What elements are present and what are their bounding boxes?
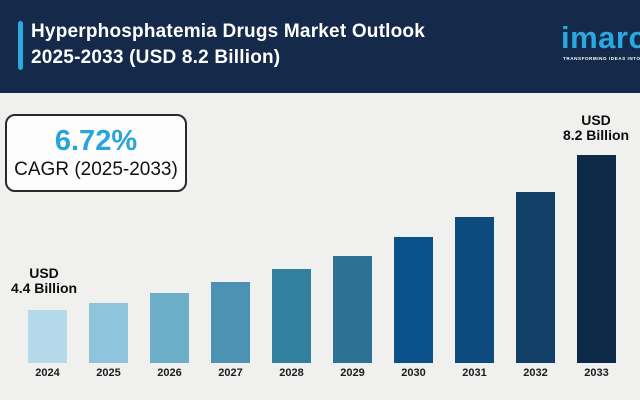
bar-chart: 2024 2025 2026 2027 2028 2029 2030 2031 2032 2033 [28, 155, 616, 379]
imarc-logo-text: imarc [561, 20, 640, 55]
imarc-logo: imarc TRANSFORMING IDEAS INTO IM [561, 22, 640, 61]
bar-column-2031: 2031 [455, 155, 494, 379]
year-label-2030: 2030 [401, 367, 426, 379]
year-label-2025: 2025 [96, 367, 121, 379]
cagr-label: CAGR (2025-2033) [14, 159, 178, 180]
year-label-2026: 2026 [157, 367, 182, 379]
page-title: Hyperphosphatemia Drugs Market Outlook 2… [31, 19, 425, 71]
year-label-2031: 2031 [462, 367, 487, 379]
bar-column-2025: 2025 [89, 155, 128, 379]
page-title-line1: Hyperphosphatemia Drugs Market Outlook [31, 21, 426, 42]
year-label-2029: 2029 [340, 367, 365, 379]
bar-2032 [516, 192, 555, 363]
year-label-2032: 2032 [523, 367, 548, 379]
year-label-2028: 2028 [279, 367, 304, 379]
bar-2024 [28, 310, 67, 363]
cagr-value: 6.72% [54, 125, 138, 157]
bar-column-2027: 2027 [211, 155, 250, 379]
bar-2025 [89, 303, 128, 363]
bar-column-2024: 2024 [28, 155, 67, 379]
bar-column-2029: 2029 [333, 155, 372, 379]
bar-column-2026: 2026 [150, 155, 189, 379]
end-value-label: USD 8.2 Billion [562, 112, 630, 143]
header: Hyperphosphatemia Drugs Market Outlook 2… [0, 0, 640, 93]
start-value-label: USD 4.4 Billion [10, 265, 78, 296]
bar-2031 [455, 217, 494, 363]
year-label-2027: 2027 [218, 367, 243, 379]
bar-column-2033: 2033 [577, 155, 616, 379]
bar-column-2028: 2028 [272, 155, 311, 379]
year-label-2024: 2024 [35, 367, 60, 379]
imarc-logo-tagline: TRANSFORMING IDEAS INTO IM [563, 56, 640, 61]
bar-2026 [150, 293, 189, 363]
cagr-badge: 6.72% CAGR (2025-2033) [5, 114, 187, 192]
bar-2029 [333, 256, 372, 363]
title-accent-bar [18, 21, 23, 70]
bar-2033 [577, 155, 616, 363]
page-title-line2: 2025-2033 (USD 8.2 Billion) [31, 47, 281, 68]
bar-2027 [211, 282, 250, 363]
bar-2030 [394, 237, 433, 363]
bar-2028 [272, 269, 311, 363]
bar-column-2030: 2030 [394, 155, 433, 379]
bar-column-2032: 2032 [516, 155, 555, 379]
year-label-2033: 2033 [584, 367, 609, 379]
